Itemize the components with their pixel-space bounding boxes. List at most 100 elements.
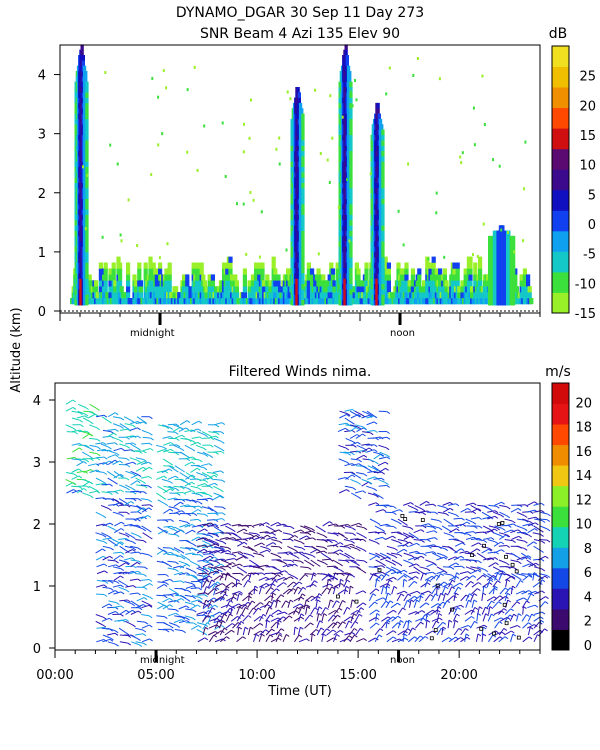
wind-barb [143,584,153,588]
wind-barb-shaft [96,621,103,625]
wind-barb-shaft [102,604,109,608]
wind-barb-shaft [82,452,89,456]
wind-barb-shaft [202,551,210,553]
wind-barb-shaft [96,457,104,458]
wind-barb-flag [207,623,210,625]
wind-barb [136,587,147,589]
wind-barb-shaft [66,479,73,482]
snr-speckle [104,71,106,74]
snr-speckle [261,210,263,213]
wind-barb-shaft [120,546,127,550]
snr-cell [185,274,189,280]
wind-barb [197,529,207,533]
wind-barb-shaft [162,469,169,473]
wind-barb-shaft [131,533,138,536]
wind-barb-flag [209,576,212,578]
wind-barb [179,561,190,566]
snr-colorbar-unit: dB [549,26,568,42]
wind-barb-flag [192,449,195,451]
wind-barb-shaft [101,505,108,508]
wind-barb-flag [206,570,209,572]
snr-speckle [523,187,525,190]
wind-barb-flag [176,508,179,510]
wind-barb-flag [150,449,153,451]
wind-barb [114,448,125,451]
wind-barb-flag [109,421,112,423]
snr-cell [346,60,349,66]
wind-barb-flag [90,496,93,498]
snr-cell [144,263,148,269]
wind-barb-flag [132,610,135,612]
wind-barb-flag [193,477,196,479]
wind-barb-shaft [141,443,149,444]
snr-cell [139,280,143,286]
wind-barb-flag [215,605,218,607]
wind-barb-shaft [156,616,164,617]
wind-barb-flag [221,564,224,566]
wind-barb [77,416,88,418]
wind-barb-shaft [119,587,127,590]
wind-barb-flag [203,448,206,450]
snr-cell [243,268,247,274]
snr-colorbar-label: -5 [583,248,596,263]
snr-cell [512,284,515,290]
snr-cell [381,284,384,290]
snr-speckle [159,256,161,259]
wind-barb [191,468,201,472]
wind-barb [137,598,147,601]
wind-barb-flag [169,565,172,567]
wind-barb [214,493,225,498]
snr-cell [301,225,304,231]
wind-barb [174,511,185,514]
snr-cell [387,286,391,292]
wind-barb-flag [138,536,141,538]
wind-barb [214,445,224,451]
wind-barb-flag [143,634,146,636]
wind-barb [167,432,178,435]
wind-barb-shaft [141,477,149,479]
wind-barb [208,507,218,513]
wind-barb-flag [193,441,196,443]
wind-barb-shaft [142,639,150,642]
wind-barb-shaft [197,623,205,625]
snr-cell [168,280,172,286]
snr-speckle [356,98,358,101]
snr-cell [126,292,130,298]
wind-barb-flag [144,460,147,462]
wind-barb-shaft [113,567,121,569]
snr-speckle [236,202,238,205]
snr-cell [203,280,207,286]
wind-barb-flag [143,451,146,453]
wind-barb-shaft [109,601,117,603]
wind-barb-flag [199,460,202,462]
wind-barb-flag [165,504,168,506]
wind-barb-shaft [135,540,143,541]
wind-barb [130,552,141,554]
wind-barb-shaft [197,514,205,515]
wind-barb [192,554,203,556]
snr-cell [168,268,172,274]
wind-barb-flag [145,567,148,569]
snr-cell [201,274,205,280]
wind-barb-flag [171,443,174,445]
snr-cell [456,268,460,274]
snr-speckle [522,239,524,242]
snr-cell [85,114,88,120]
wind-barb-flag [149,537,152,539]
wind-barb-flag [132,604,135,606]
snr-cell [85,140,88,146]
snr-cell [381,146,384,152]
wind-barb-flag [193,610,196,612]
wind-barb-flag [127,437,130,439]
snr-speckle [435,211,437,214]
wind-barb [168,534,179,537]
wind-barb-shaft [197,575,205,577]
snr-cell [301,119,304,125]
wind-barb [103,546,114,550]
snr-cell [512,257,515,263]
snr-cell [298,92,301,98]
wind-barb-flag [80,425,83,427]
wind-barb [107,526,117,532]
snr-cell [349,98,352,104]
snr-speckle [197,169,199,172]
